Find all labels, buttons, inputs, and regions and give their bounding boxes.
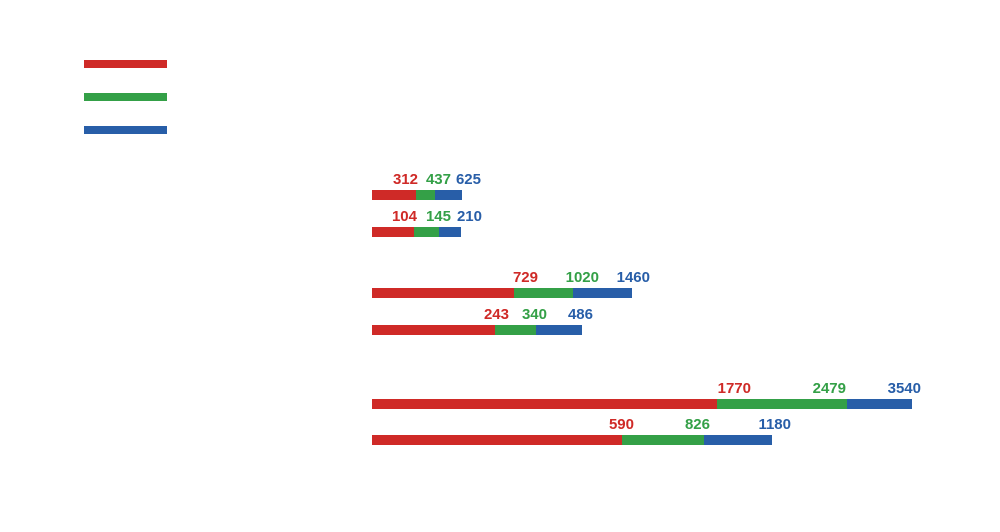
bar-segment-row3-series2: [514, 288, 573, 298]
bar-segment-row2-series2: [414, 227, 439, 237]
data-label-row2-series2: 145: [425, 208, 451, 225]
bar-segment-row1-series3: [435, 190, 462, 200]
data-label-row2-series1: 104: [391, 208, 417, 225]
bar-segment-row6-series1: [372, 435, 622, 445]
data-label-row3-series3: 1460: [616, 269, 650, 286]
data-label-row6-series1: 590: [608, 416, 634, 433]
bar-segment-row1-series1: [372, 190, 416, 200]
bar-segment-row3-series1: [372, 288, 514, 298]
legend-swatch-series2: [84, 93, 167, 101]
bar-segment-row5-series1: [372, 399, 717, 409]
data-label-row2-series3: 210: [456, 208, 482, 225]
bar-segment-row6-series2: [622, 435, 704, 445]
bar-segment-row5-series2: [717, 399, 847, 409]
bar-segment-row6-series3: [704, 435, 772, 445]
data-label-row5-series3: 3540: [887, 380, 921, 397]
data-label-row3-series2: 1020: [565, 269, 599, 286]
legend-swatch-series3: [84, 126, 167, 134]
legend-swatch-series1: [84, 60, 167, 68]
data-label-row1-series1: 312: [392, 171, 418, 188]
data-label-row5-series2: 2479: [812, 380, 846, 397]
data-label-row1-series3: 625: [455, 171, 481, 188]
bar-segment-row5-series3: [847, 399, 912, 409]
bar-segment-row2-series3: [439, 227, 461, 237]
bar-segment-row1-series2: [416, 190, 435, 200]
data-label-row1-series2: 437: [425, 171, 451, 188]
bar-segment-row4-series1: [372, 325, 495, 335]
data-label-row3-series1: 729: [512, 269, 538, 286]
data-label-row4-series2: 340: [521, 306, 547, 323]
bar-segment-row3-series3: [573, 288, 632, 298]
bar-segment-row2-series1: [372, 227, 414, 237]
data-label-row4-series3: 486: [567, 306, 593, 323]
data-label-row4-series1: 243: [483, 306, 509, 323]
data-label-row5-series1: 1770: [717, 380, 751, 397]
bar-segment-row4-series3: [536, 325, 582, 335]
data-label-row6-series2: 826: [684, 416, 710, 433]
bar-segment-row4-series2: [495, 325, 536, 335]
data-label-row6-series3: 1180: [758, 416, 791, 433]
